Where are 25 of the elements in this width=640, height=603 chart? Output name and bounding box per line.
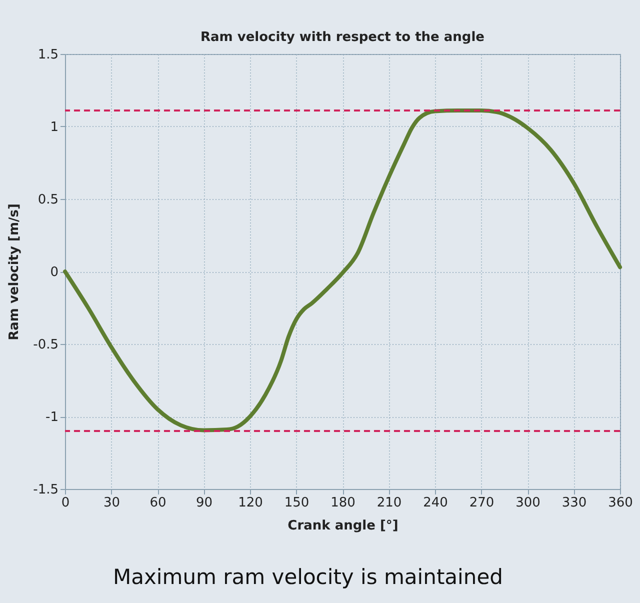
y-tick-label: 0 xyxy=(50,265,58,280)
x-tick-label: 30 xyxy=(103,496,120,510)
x-tick-label: 60 xyxy=(150,496,166,510)
y-tick-label: -1 xyxy=(46,410,58,425)
x-tick-label: 180 xyxy=(330,496,356,510)
line-series xyxy=(63,108,622,432)
y-tick-label: -0.5 xyxy=(33,338,58,352)
x-tick-label: 300 xyxy=(516,496,540,510)
y-tick-label: 0.5 xyxy=(38,192,58,208)
text: Maximum ram velocity is maintained xyxy=(113,565,503,589)
x-tick-label: 330 xyxy=(562,496,587,510)
x-tick-label: 360 xyxy=(608,496,633,510)
y-tick-label: 1 xyxy=(50,120,58,135)
x-tick-label: 90 xyxy=(196,496,213,510)
x-tick-label: 240 xyxy=(423,496,448,510)
x-tick-label: 0 xyxy=(61,496,70,510)
x-tick-label: 270 xyxy=(469,496,494,510)
x-tick-label: 210 xyxy=(376,496,402,510)
x-tick-label: 150 xyxy=(284,496,310,510)
x-tick-label: 120 xyxy=(238,496,263,510)
y-axis-title: Ram velocity [m/s] xyxy=(7,204,22,340)
y-tick-label: -1.5 xyxy=(33,482,58,498)
chart-title: Ram velocity with respect to the angle xyxy=(200,30,485,45)
y-tick-label: 1.5 xyxy=(38,48,58,62)
x-axis-title: Crank angle [°] xyxy=(288,518,398,534)
